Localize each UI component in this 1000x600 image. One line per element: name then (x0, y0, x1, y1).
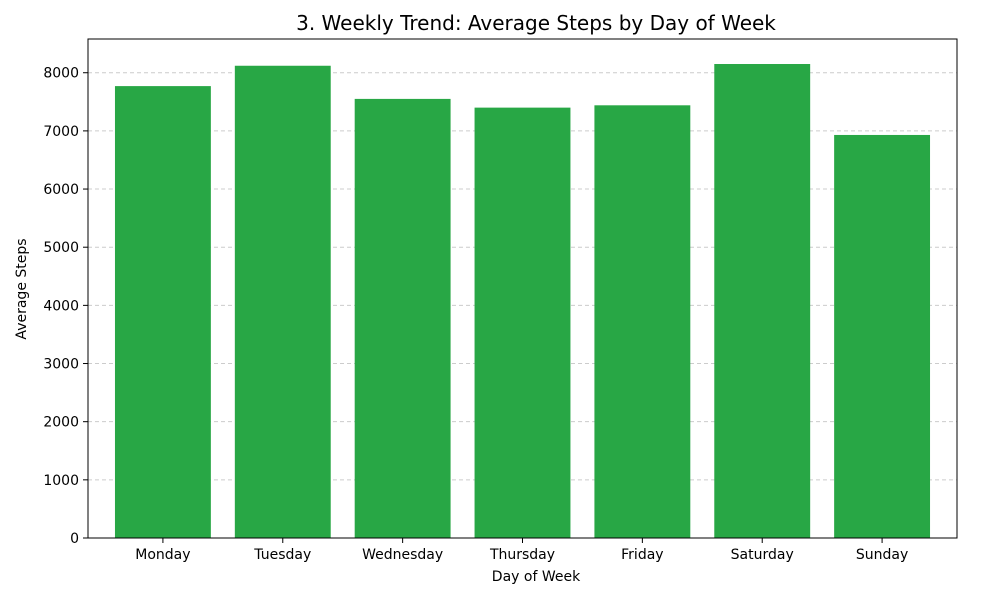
x-axis-label: Day of Week (492, 569, 581, 585)
y-tick-label-5000: 5000 (43, 240, 79, 256)
bar-thursday (474, 107, 571, 538)
bar-tuesday (234, 65, 331, 538)
x-tick-label-wednesday: Wednesday (362, 547, 443, 563)
y-tick-label-0: 0 (70, 531, 79, 547)
x-axis-ticks: Monday Tuesday Wednesday Thursday Friday Satu… (135, 538, 908, 563)
chart-title: 3. Weekly Trend: Average Steps by Day of… (296, 11, 776, 35)
bar-sunday (834, 134, 931, 538)
bars (114, 64, 931, 539)
x-tick-label-sunday: Sunday (856, 547, 908, 563)
bar-wednesday (354, 98, 451, 539)
y-tick-label-6000: 6000 (43, 182, 79, 198)
x-tick-label-monday: Monday (135, 547, 190, 563)
bar-friday (594, 105, 691, 539)
x-tick-label-tuesday: Tuesday (253, 547, 311, 563)
y-tick-label-2000: 2000 (43, 415, 79, 431)
y-axis-label: Average Steps (14, 238, 30, 339)
y-tick-label-8000: 8000 (43, 66, 79, 82)
x-tick-label-friday: Friday (621, 547, 663, 563)
y-axis-ticks: 0 1000 2000 3000 4000 5000 6000 7000 8000 (43, 66, 88, 547)
y-tick-label-1000: 1000 (43, 473, 79, 489)
y-tick-label-7000: 7000 (43, 124, 79, 140)
y-tick-label-4000: 4000 (43, 298, 79, 314)
bar-saturday (714, 64, 811, 539)
y-tick-label-3000: 3000 (43, 357, 79, 373)
x-tick-label-saturday: Saturday (731, 547, 794, 563)
x-tick-label-thursday: Thursday (489, 547, 555, 563)
bar-monday (114, 86, 211, 538)
